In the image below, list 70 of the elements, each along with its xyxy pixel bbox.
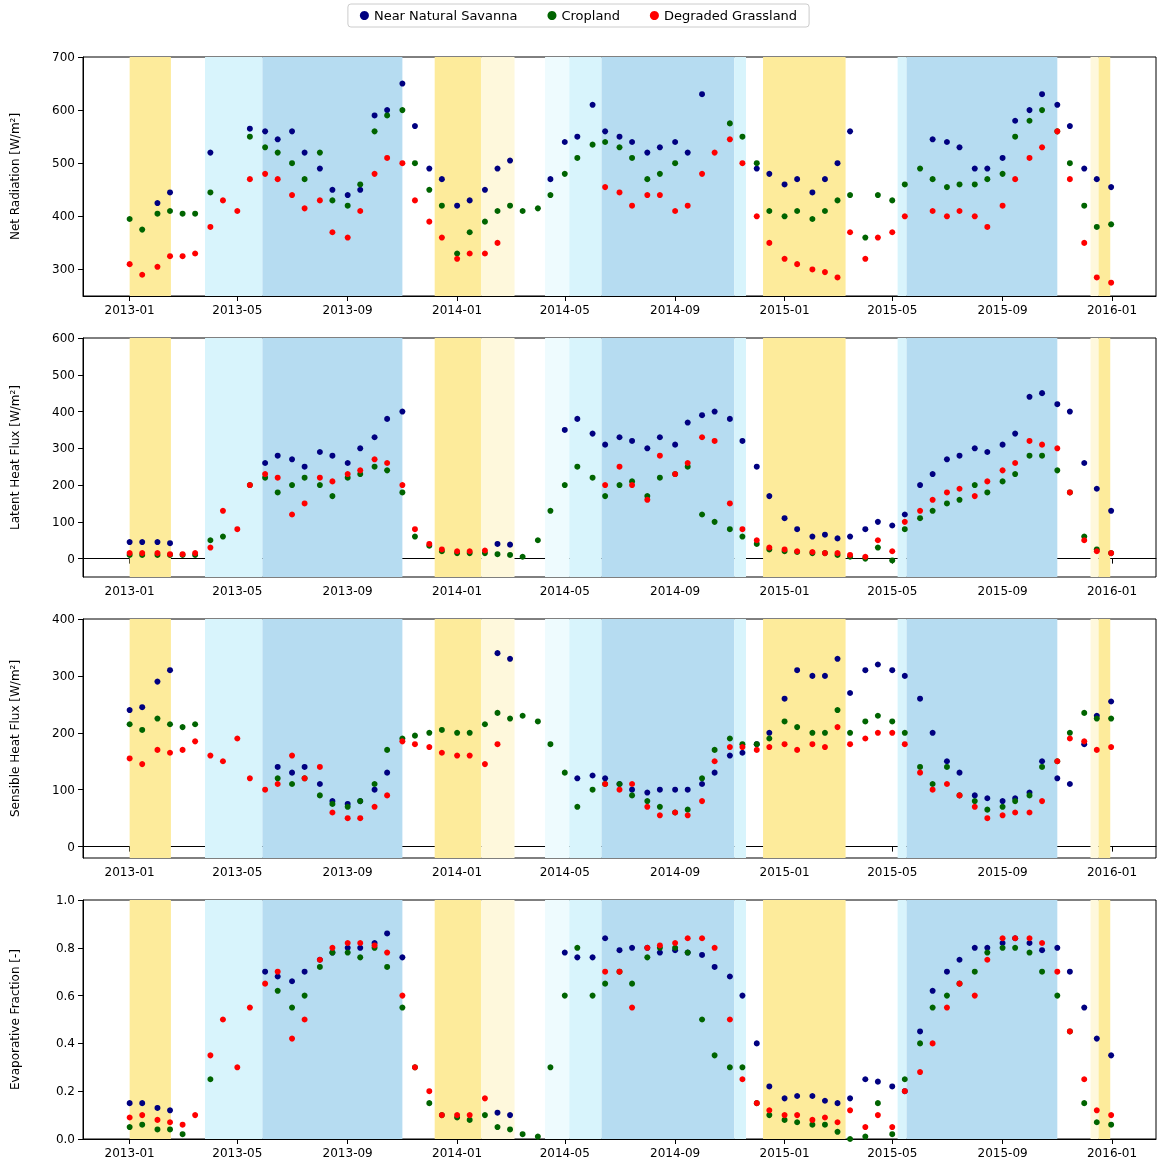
x-tick-label: 2013-05 <box>212 584 263 598</box>
x-tick-label: 2014-09 <box>650 584 701 598</box>
x-tick-label: 2014-09 <box>650 865 701 879</box>
y-axis-title: Evaporative Fraction [-] <box>8 948 22 1091</box>
y-tick-label: 0.4 <box>55 1036 75 1051</box>
x-tick-label: 2015-01 <box>759 303 810 317</box>
x-tick-label: 2013-01 <box>104 1146 155 1160</box>
y-tick-label: 0.2 <box>55 1084 75 1099</box>
y-tick-label: 300 <box>52 262 75 277</box>
legend-label: Degraded Grassland <box>663 8 798 23</box>
x-tick-label: 2015-09 <box>977 584 1028 598</box>
x-tick-label: 2015-09 <box>977 865 1028 879</box>
y-tick-label: 400 <box>52 612 75 626</box>
x-tick-label: 2015-01 <box>759 865 810 879</box>
y-tick-label: 100 <box>52 782 75 797</box>
legend-label: Cropland <box>561 8 620 23</box>
x-tick-label: 2013-05 <box>212 303 263 317</box>
y-tick-label: 300 <box>52 668 75 683</box>
x-tick-label: 2014-01 <box>432 584 483 598</box>
y-tick-label: 0 <box>67 551 75 566</box>
x-tick-label: 2014-05 <box>539 865 590 879</box>
y-tick-label: 200 <box>52 478 75 493</box>
y-tick-label: 500 <box>52 367 75 382</box>
x-tick-label: 2013-09 <box>322 865 373 879</box>
x-tick-label: 2015-05 <box>867 865 918 879</box>
x-tick-label: 2015-01 <box>759 584 810 598</box>
x-tick-label: 2013-05 <box>212 1146 263 1160</box>
x-tick-label: 2013-01 <box>104 865 155 879</box>
y-tick-label: 500 <box>52 156 75 171</box>
x-tick-label: 2014-01 <box>432 303 483 317</box>
x-tick-label: 2015-01 <box>759 1146 810 1160</box>
y-tick-label: 600 <box>52 331 75 345</box>
x-tick-label: 2015-09 <box>977 1146 1028 1160</box>
y-axis-title: Latent Heat Flux [W/m²] <box>8 384 22 531</box>
x-tick-label: 2016-01 <box>1086 303 1138 317</box>
x-tick-label: 2016-01 <box>1086 865 1138 879</box>
x-tick-label: 2014-05 <box>539 303 590 317</box>
x-tick-label: 2015-05 <box>867 303 918 317</box>
x-tick-label: 2014-05 <box>539 1146 590 1160</box>
x-tick-label: 2014-01 <box>432 865 483 879</box>
x-tick-label: 2013-09 <box>322 584 373 598</box>
y-tick-label: 400 <box>52 404 75 419</box>
x-tick-label: 2013-01 <box>104 303 155 317</box>
x-tick-label: 2013-09 <box>322 303 373 317</box>
y-axis-title: Sensible Heat Flux [W/m²] <box>8 659 22 818</box>
x-tick-label: 2013-05 <box>212 865 263 879</box>
x-tick-label: 2014-09 <box>650 1146 701 1160</box>
x-tick-label: 2013-01 <box>104 584 155 598</box>
y-tick-label: 0.0 <box>55 1132 75 1146</box>
y-tick-label: 300 <box>52 441 75 456</box>
y-tick-label: 0.8 <box>55 940 75 955</box>
y-tick-label: 100 <box>52 514 75 529</box>
x-tick-label: 2015-05 <box>867 584 918 598</box>
y-tick-label: 400 <box>52 209 75 224</box>
x-tick-label: 2015-09 <box>977 303 1028 317</box>
x-tick-label: 2014-01 <box>432 1146 483 1160</box>
x-tick-label: 2014-09 <box>650 303 701 317</box>
x-tick-label: 2014-05 <box>539 584 590 598</box>
x-tick-label: 2016-01 <box>1086 1146 1138 1160</box>
y-tick-label: 0 <box>67 839 75 854</box>
y-axis-title: Net Radiation [W/m²] <box>8 112 22 241</box>
x-tick-label: 2013-09 <box>322 1146 373 1160</box>
y-tick-label: 0.6 <box>55 988 75 1003</box>
legend-label: Near Natural Savanna <box>373 8 518 23</box>
y-tick-label: 200 <box>52 725 75 740</box>
y-tick-label: 600 <box>52 103 75 118</box>
x-tick-label: 2015-05 <box>867 1146 918 1160</box>
y-tick-label: 1.0 <box>55 893 75 907</box>
x-tick-label: 2016-01 <box>1086 584 1138 598</box>
y-tick-label: 700 <box>52 50 75 64</box>
